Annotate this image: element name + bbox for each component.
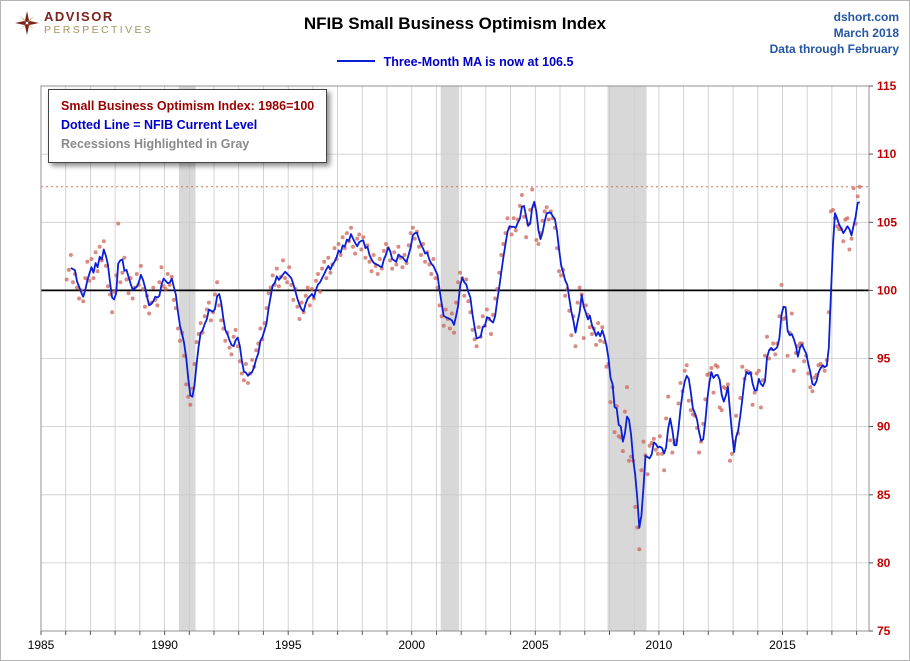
source-date: March 2018 — [833, 26, 899, 40]
ma-legend: Three-Month MA is now at 106.5 — [1, 55, 909, 69]
x-tick-label: 1990 — [151, 638, 178, 652]
x-tick-label: 2005 — [522, 638, 549, 652]
y-tick-label: 80 — [877, 556, 891, 570]
y-tick-label: 115 — [877, 79, 897, 93]
y-tick-label: 110 — [877, 147, 897, 161]
x-tick-label: 1995 — [275, 638, 302, 652]
y-tick-label: 105 — [877, 215, 897, 229]
compass-rose-icon — [15, 11, 39, 35]
logo-advisor: ADVISOR — [44, 9, 114, 24]
x-tick-label: 1985 — [28, 638, 55, 652]
x-tick-label: 2010 — [646, 638, 673, 652]
source-note: Data through February — [769, 42, 899, 56]
y-tick-label: 85 — [877, 488, 891, 502]
x-tick-label: 2015 — [769, 638, 796, 652]
x-tick-label: 2000 — [398, 638, 425, 652]
logo-perspectives: PERSPECTIVES — [44, 24, 154, 36]
page-title: NFIB Small Business Optimism Index — [303, 14, 607, 33]
three-month-ma-line — [70, 200, 860, 529]
ma-legend-text: Three-Month MA is now at 106.5 — [383, 55, 574, 69]
advisor-perspectives-logo: ADVISOR PERSPECTIVES — [15, 10, 153, 36]
legend-line-index: Small Business Optimism Index: 1986=100 — [61, 99, 315, 113]
ma-line-swatch-icon — [336, 60, 375, 62]
axes: 1985 1990 1995 2000 2005 2010 2015 75 80 85 90 95 10… — [28, 79, 898, 652]
y-tick-label: 90 — [877, 420, 891, 434]
y-tick-label: 100 — [877, 283, 897, 297]
legend-line-dotted: Dotted Line = NFIB Current Level — [61, 118, 258, 132]
source-site: dshort.com — [833, 10, 899, 24]
source-block: dshort.com March 2018 Data through Febru… — [770, 9, 899, 57]
y-tick-label: 95 — [877, 352, 891, 366]
legend-line-recessions: Recessions Highlighted in Gray — [61, 137, 250, 151]
logo-text: ADVISOR PERSPECTIVES — [44, 9, 154, 37]
y-tick-label: 75 — [877, 624, 891, 638]
legend-box: Small Business Optimism Index: 1986=100 … — [48, 89, 328, 163]
